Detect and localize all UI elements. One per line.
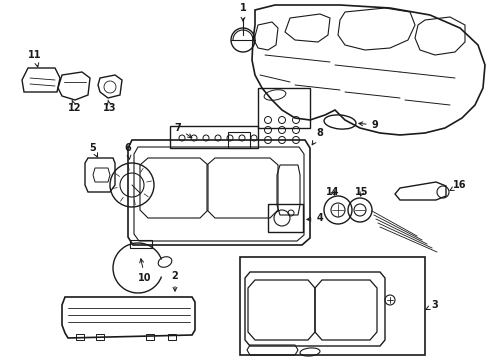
Text: 14: 14 xyxy=(325,187,339,197)
Bar xyxy=(240,257,424,355)
Bar xyxy=(130,240,152,248)
Bar xyxy=(267,204,303,232)
Bar xyxy=(170,126,258,148)
Bar xyxy=(146,334,154,340)
Text: 2: 2 xyxy=(171,271,178,291)
Text: 6: 6 xyxy=(124,143,131,159)
Text: 15: 15 xyxy=(354,187,368,197)
Text: 5: 5 xyxy=(89,143,97,157)
Bar xyxy=(168,334,176,340)
Text: 3: 3 xyxy=(425,300,437,310)
Text: 10: 10 xyxy=(138,259,151,283)
Text: 13: 13 xyxy=(103,100,117,113)
Bar xyxy=(227,132,249,148)
Bar xyxy=(258,88,309,128)
Text: 9: 9 xyxy=(358,120,378,130)
Text: 8: 8 xyxy=(311,128,323,145)
Text: 16: 16 xyxy=(449,180,466,190)
Text: 12: 12 xyxy=(68,100,81,113)
Text: 7: 7 xyxy=(174,123,191,138)
Bar xyxy=(96,334,104,340)
Bar xyxy=(76,334,84,340)
Text: 1: 1 xyxy=(239,3,246,21)
Text: 4: 4 xyxy=(306,213,323,223)
Text: 11: 11 xyxy=(28,50,41,67)
